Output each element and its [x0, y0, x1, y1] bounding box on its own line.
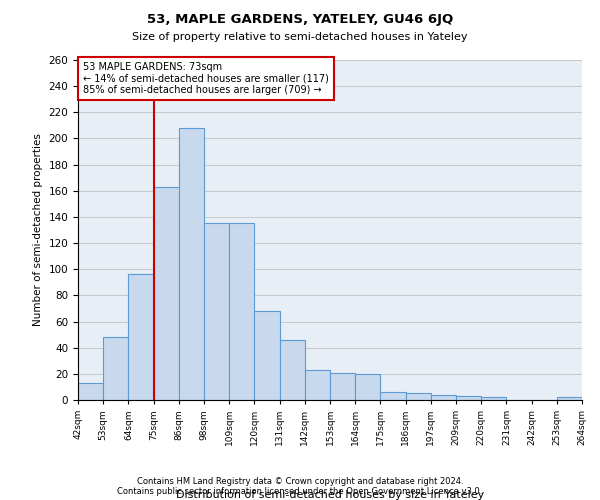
- Y-axis label: Number of semi-detached properties: Number of semi-detached properties: [33, 134, 43, 326]
- Bar: [355, 374, 380, 400]
- Bar: [78, 383, 103, 400]
- Text: Contains public sector information licensed under the Open Government Licence v3: Contains public sector information licen…: [118, 487, 482, 496]
- Text: Size of property relative to semi-detached houses in Yateley: Size of property relative to semi-detach…: [132, 32, 468, 42]
- Bar: [456, 396, 481, 400]
- Bar: [128, 274, 154, 400]
- Text: Contains HM Land Registry data © Crown copyright and database right 2024.: Contains HM Land Registry data © Crown c…: [137, 477, 463, 486]
- Bar: [481, 398, 506, 400]
- Bar: [229, 224, 254, 400]
- Bar: [204, 224, 229, 400]
- Bar: [330, 372, 355, 400]
- Bar: [254, 311, 280, 400]
- Text: 53 MAPLE GARDENS: 73sqm
← 14% of semi-detached houses are smaller (117)
85% of s: 53 MAPLE GARDENS: 73sqm ← 14% of semi-de…: [83, 62, 329, 95]
- Bar: [406, 394, 431, 400]
- Bar: [280, 340, 305, 400]
- Bar: [380, 392, 406, 400]
- Bar: [103, 337, 128, 400]
- Bar: [557, 398, 582, 400]
- Text: 53, MAPLE GARDENS, YATELEY, GU46 6JQ: 53, MAPLE GARDENS, YATELEY, GU46 6JQ: [147, 12, 453, 26]
- Bar: [431, 395, 456, 400]
- Bar: [154, 187, 179, 400]
- Bar: [179, 128, 204, 400]
- Bar: [305, 370, 330, 400]
- X-axis label: Distribution of semi-detached houses by size in Yateley: Distribution of semi-detached houses by …: [176, 490, 484, 500]
